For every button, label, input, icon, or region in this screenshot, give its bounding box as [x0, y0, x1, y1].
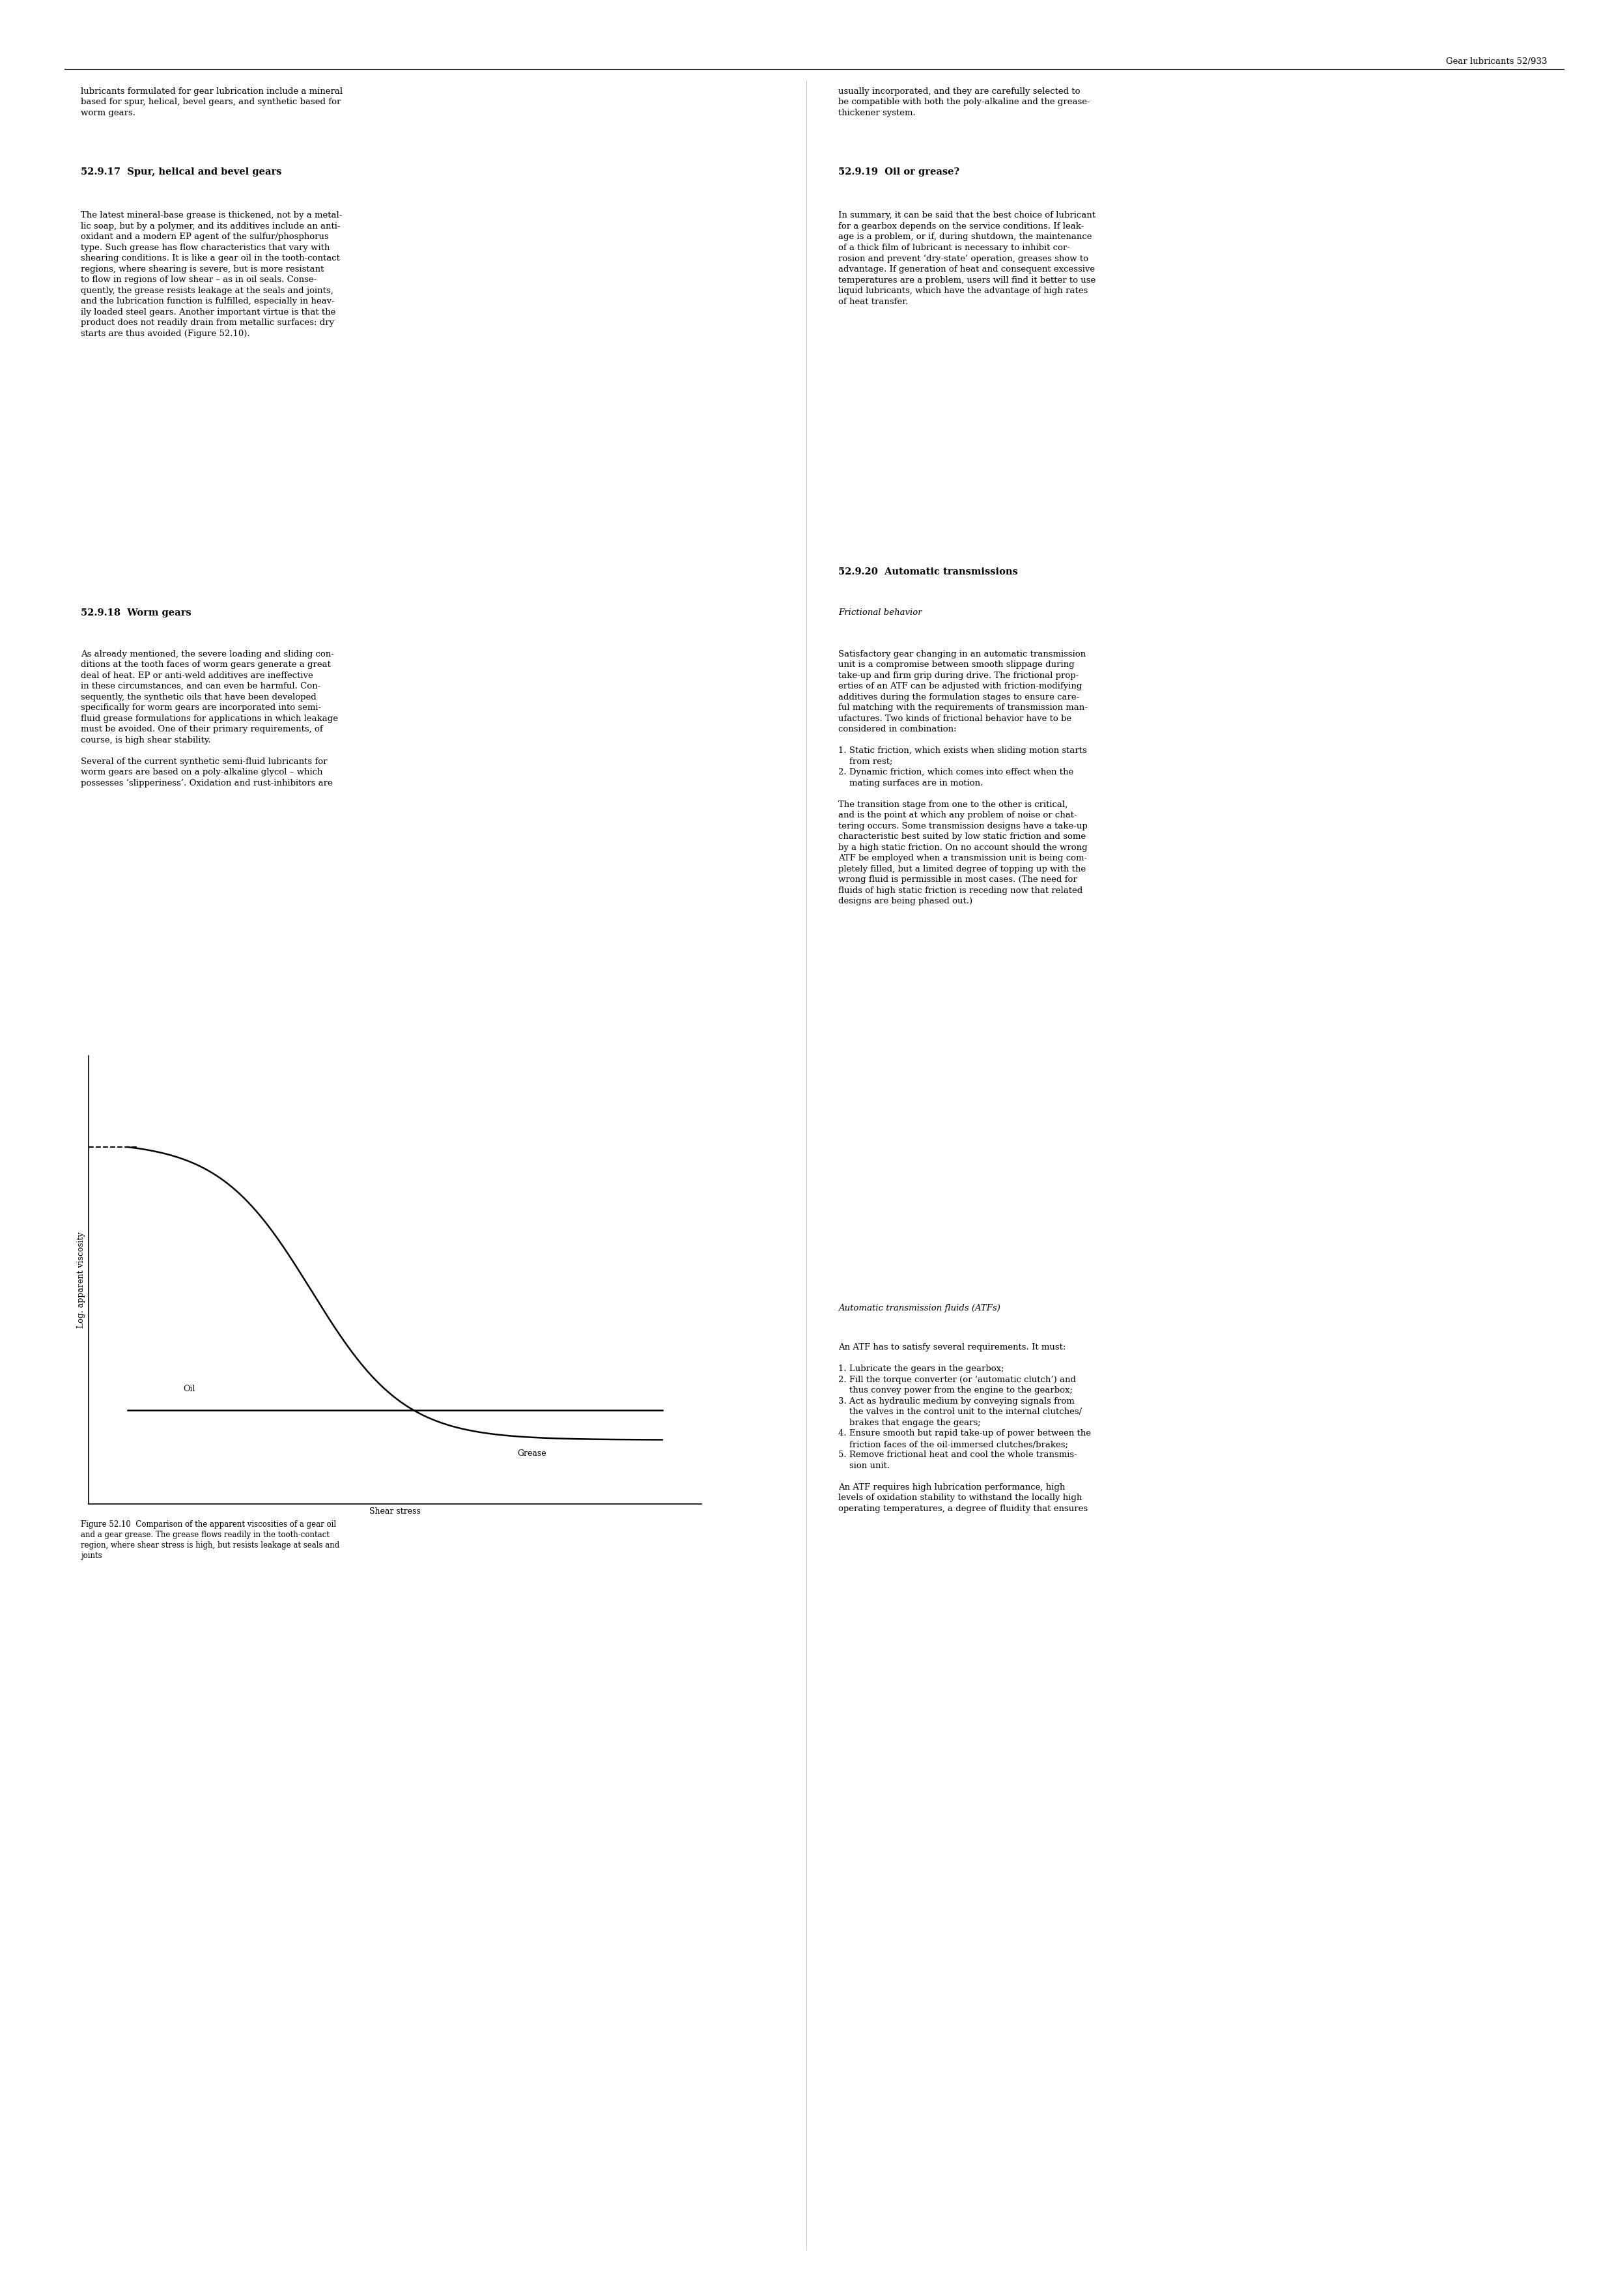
Text: 52.9.17  Spur, helical and bevel gears: 52.9.17 Spur, helical and bevel gears [81, 168, 282, 177]
Y-axis label: Log. apparent viscosity: Log. apparent viscosity [77, 1233, 85, 1327]
Text: usually incorporated, and they are carefully selected to
be compatible with both: usually incorporated, and they are caref… [838, 87, 1090, 117]
Text: The latest mineral-base grease is thickened, not by a metal-
lic soap, but by a : The latest mineral-base grease is thicke… [81, 211, 342, 338]
Text: Satisfactory gear changing in an automatic transmission
unit is a compromise bet: Satisfactory gear changing in an automat… [838, 650, 1088, 905]
Text: 52.9.18  Worm gears: 52.9.18 Worm gears [81, 608, 192, 618]
Text: An ATF has to satisfy several requirements. It must:

1. Lubricate the gears in : An ATF has to satisfy several requiremen… [838, 1343, 1091, 1513]
Text: In summary, it can be said that the best choice of lubricant
for a gearbox depen: In summary, it can be said that the best… [838, 211, 1096, 305]
Text: Frictional behavior: Frictional behavior [838, 608, 922, 618]
Text: Figure 52.10  Comparison of the apparent viscosities of a gear oil
and a gear gr: Figure 52.10 Comparison of the apparent … [81, 1520, 340, 1559]
Text: Gear lubricants 52/933: Gear lubricants 52/933 [1446, 57, 1548, 67]
X-axis label: Shear stress: Shear stress [369, 1508, 421, 1515]
Text: Oil: Oil [184, 1384, 195, 1394]
Text: 52.9.19  Oil or grease?: 52.9.19 Oil or grease? [838, 168, 959, 177]
Text: 52.9.20  Automatic transmissions: 52.9.20 Automatic transmissions [838, 567, 1017, 576]
Text: As already mentioned, the severe loading and sliding con-
ditions at the tooth f: As already mentioned, the severe loading… [81, 650, 339, 788]
Text: Automatic transmission fluids (ATFs): Automatic transmission fluids (ATFs) [838, 1304, 1001, 1313]
Text: Grease: Grease [517, 1449, 546, 1458]
Text: lubricants formulated for gear lubrication include a mineral
based for spur, hel: lubricants formulated for gear lubricati… [81, 87, 342, 117]
